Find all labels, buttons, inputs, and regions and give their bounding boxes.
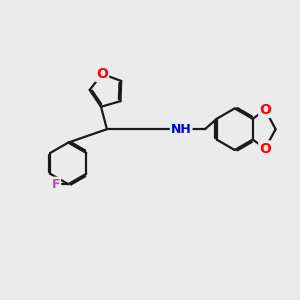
Text: O: O (259, 103, 271, 117)
Text: O: O (96, 67, 108, 81)
Text: F: F (52, 178, 60, 191)
Text: O: O (259, 142, 271, 155)
Text: NH: NH (171, 123, 192, 136)
